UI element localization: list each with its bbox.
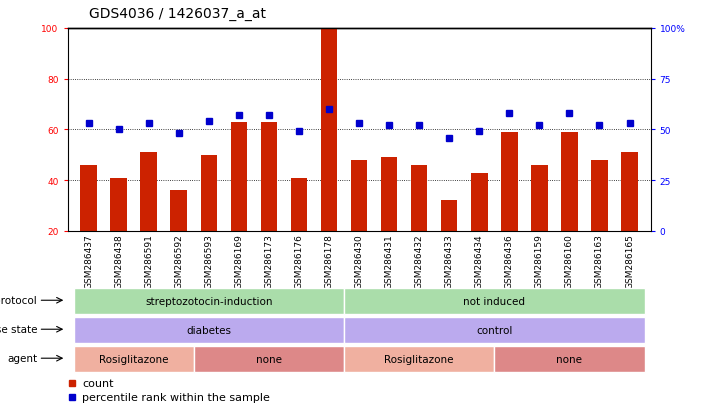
Bar bbox=[194, 346, 344, 372]
Text: agent: agent bbox=[7, 354, 37, 363]
Bar bbox=[73, 317, 344, 343]
Text: streptozotocin-induction: streptozotocin-induction bbox=[145, 296, 272, 306]
Bar bbox=[73, 346, 194, 372]
Bar bbox=[344, 346, 494, 372]
Text: Rosiglitazone: Rosiglitazone bbox=[99, 354, 169, 364]
Bar bbox=[501, 133, 518, 231]
Bar bbox=[351, 160, 368, 231]
Bar bbox=[592, 160, 608, 231]
Bar bbox=[381, 158, 397, 231]
Text: none: none bbox=[256, 354, 282, 364]
Bar bbox=[471, 173, 488, 231]
Text: Rosiglitazone: Rosiglitazone bbox=[385, 354, 454, 364]
Text: diabetes: diabetes bbox=[186, 325, 231, 335]
Bar bbox=[261, 123, 277, 231]
Bar bbox=[321, 29, 337, 231]
Text: none: none bbox=[557, 354, 582, 364]
Bar bbox=[531, 166, 547, 231]
Bar bbox=[344, 288, 645, 314]
Bar bbox=[201, 155, 217, 231]
Bar bbox=[171, 191, 187, 231]
Bar bbox=[441, 201, 457, 231]
Bar bbox=[80, 166, 97, 231]
Text: count: count bbox=[82, 377, 114, 388]
Text: percentile rank within the sample: percentile rank within the sample bbox=[82, 392, 270, 402]
Bar bbox=[73, 288, 344, 314]
Text: protocol: protocol bbox=[0, 296, 37, 306]
Text: disease state: disease state bbox=[0, 325, 37, 335]
Bar bbox=[110, 178, 127, 231]
Bar bbox=[291, 178, 307, 231]
Text: not induced: not induced bbox=[464, 296, 525, 306]
Text: GDS4036 / 1426037_a_at: GDS4036 / 1426037_a_at bbox=[89, 7, 266, 21]
Bar bbox=[141, 153, 157, 231]
Bar bbox=[561, 133, 578, 231]
Bar bbox=[230, 123, 247, 231]
Bar bbox=[411, 166, 427, 231]
Text: control: control bbox=[476, 325, 513, 335]
Bar bbox=[621, 153, 638, 231]
Bar bbox=[344, 317, 645, 343]
Bar bbox=[494, 346, 645, 372]
